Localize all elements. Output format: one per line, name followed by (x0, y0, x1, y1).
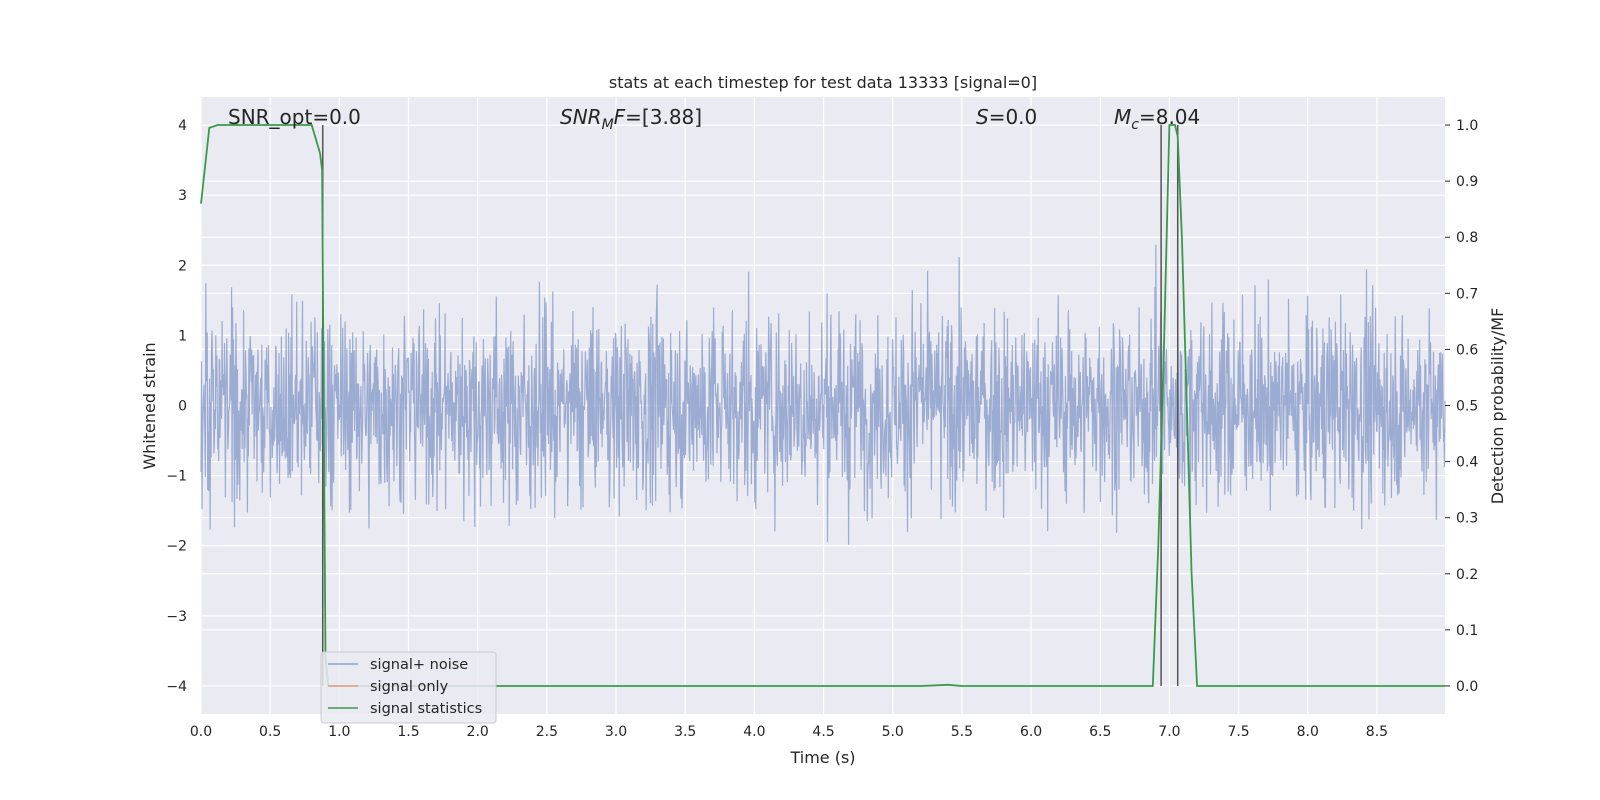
x-axis-label: Time (s) (789, 748, 855, 767)
annotation-mc: Mc=8.04 (1114, 105, 1200, 133)
annotation-mc-rest: =8.04 (1139, 105, 1200, 129)
signal-statistics-series (200, 124, 1445, 687)
annotation-snr-mf-rest: =[3.88] (625, 105, 702, 129)
x-tick-label: 6.5 (1089, 724, 1111, 740)
y-tick-label: −3 (166, 609, 187, 625)
x-tick-label: 0.0 (190, 724, 212, 740)
y-tick-right-label: 0.3 (1456, 511, 1478, 527)
x-tick-label: 3.5 (674, 724, 696, 740)
x-tick-label: 0.5 (259, 724, 281, 740)
y-tick-right-label: 0.8 (1456, 230, 1478, 246)
y-tick-right-label: 0.9 (1456, 174, 1478, 190)
y-tick-label: −1 (166, 469, 187, 485)
x-tick-label: 4.0 (743, 724, 765, 740)
legend-label-signal-noise: signal+ noise (370, 657, 468, 673)
y-tick-label: 1 (178, 328, 187, 344)
y-tick-label: 0 (178, 399, 187, 415)
chart-title: stats at each timestep for test data 133… (609, 73, 1037, 92)
legend-label-signal-statistics: signal statistics (370, 701, 482, 717)
x-tick-label: 8.0 (1297, 724, 1319, 740)
y-tick-label: 4 (178, 118, 187, 134)
x-tick-label: 8.5 (1366, 724, 1388, 740)
annotation-snr-mf: SNRMF=[3.88] (560, 105, 702, 133)
annotation-s-rest: =0.0 (989, 105, 1038, 129)
y-tick-label: −2 (166, 539, 187, 555)
annotation-snr-mf-main: SNR (560, 105, 602, 129)
annotation-snr-mf-sub: M (602, 117, 614, 133)
annotation-s-main: S (976, 105, 989, 129)
annotation-mc-main: M (1114, 105, 1131, 129)
legend-frame (320, 651, 497, 724)
x-tick-label: 5.0 (882, 724, 904, 740)
signal-noise-series (200, 244, 1446, 545)
annotation-mc-sub: c (1131, 117, 1139, 133)
y-tick-right-label: 0.7 (1456, 286, 1478, 302)
y-axis-ticks: −4 −3 −2 −1 0 1 2 3 4 (166, 118, 187, 695)
x-axis-ticks: 0.0 0.5 1.0 1.5 2.0 2.5 3.0 3.5 4.0 4.5 5.0 5.5 6.0 6… (190, 724, 1388, 740)
x-tick-label: 5.5 (951, 724, 973, 740)
y-tick-right-label: 0.2 (1456, 567, 1478, 583)
legend: signal+ noise signal only signal statist… (320, 651, 497, 724)
y-tick-right-label: 0.1 (1456, 623, 1478, 639)
x-tick-label: 6.0 (1020, 724, 1042, 740)
y-tick-right-label: 0.0 (1456, 679, 1478, 695)
x-tick-label: 4.5 (812, 724, 834, 740)
annotations: SNR_opt=0.0 SNRMF=[3.88] S=0.0 Mc=8.04 (228, 105, 1200, 133)
signal-noise-line (200, 244, 1446, 545)
x-tick-label: 1.5 (397, 724, 419, 740)
y-tick-right-label: 0.6 (1456, 342, 1478, 358)
y-tick-right-label: 0.4 (1456, 455, 1478, 471)
signal-statistics-line (200, 124, 1445, 687)
annotation-snr-mf-rest-f: F (614, 105, 626, 129)
y-tick-right-label: 0.5 (1456, 399, 1478, 415)
x-tick-label: 7.5 (1227, 724, 1249, 740)
y-axis-right-ticks: 0.0 0.1 0.2 0.3 0.4 0.5 0.6 0.7 0.8 0.9 1.0 (1445, 118, 1478, 695)
annotation-snr-opt: SNR_opt=0.0 (228, 105, 361, 129)
x-tick-label: 3.0 (605, 724, 627, 740)
x-tick-label: 7.0 (1158, 724, 1180, 740)
legend-label-signal-only: signal only (370, 679, 449, 695)
x-tick-label: 1.0 (328, 724, 350, 740)
y-tick-label: 3 (178, 188, 187, 204)
x-tick-label: 2.5 (536, 724, 558, 740)
y-axis-label: Whitened strain (140, 342, 159, 469)
y-tick-label: 2 (178, 258, 187, 274)
annotation-s: S=0.0 (976, 105, 1037, 129)
y-tick-label: −4 (166, 679, 187, 695)
y-axis-right-label: Detection probability/MF (1488, 308, 1507, 505)
y-tick-right-label: 1.0 (1456, 118, 1478, 134)
x-tick-label: 2.0 (467, 724, 489, 740)
